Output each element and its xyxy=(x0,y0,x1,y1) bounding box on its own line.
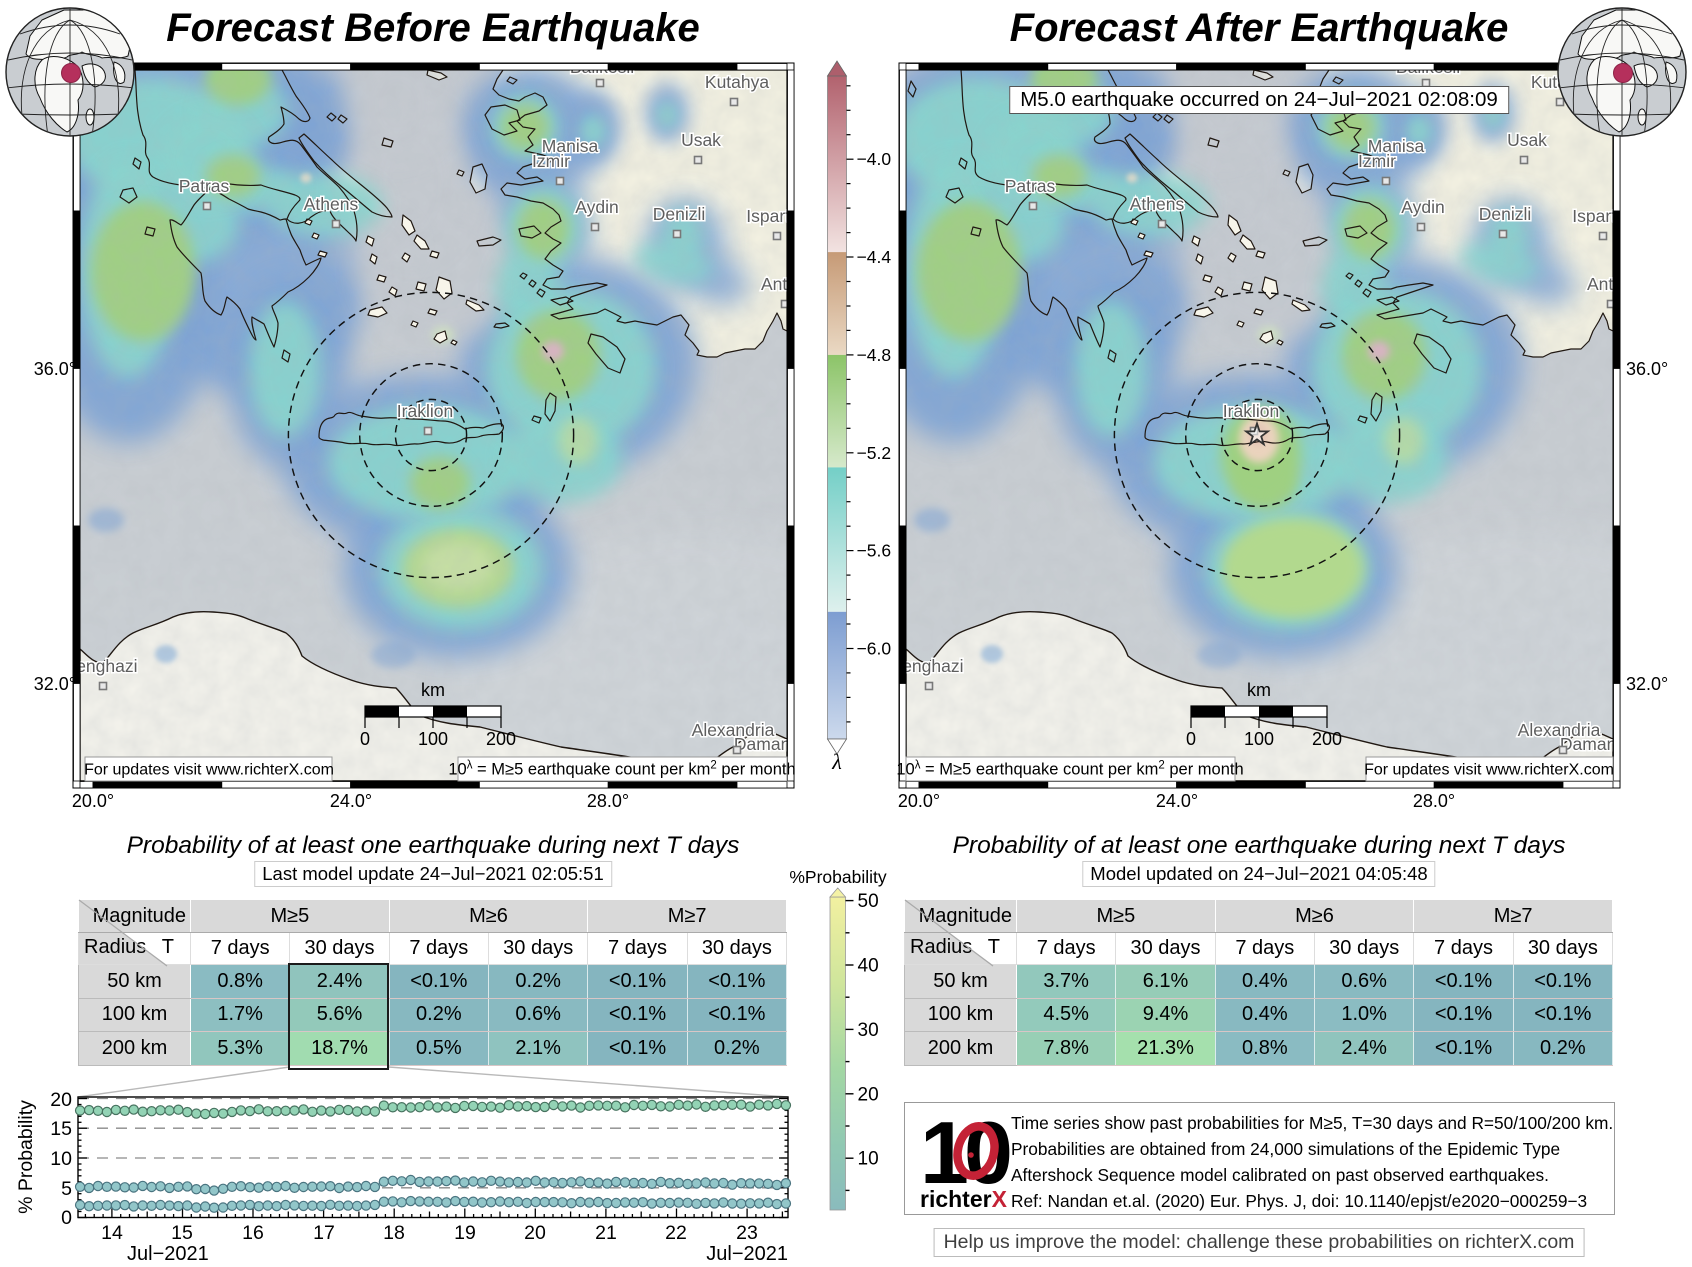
svg-text:% Probability: % Probability xyxy=(15,1100,37,1214)
svg-text:0: 0 xyxy=(61,1207,72,1229)
svg-text:36.0°: 36.0° xyxy=(1626,359,1668,379)
svg-text:32.0°: 32.0° xyxy=(34,674,76,694)
svg-text:richterX: richterX xyxy=(920,1186,1008,1212)
svg-text:36.0°: 36.0° xyxy=(34,359,76,379)
svg-text:14: 14 xyxy=(101,1222,123,1244)
svg-text:30: 30 xyxy=(858,1020,879,1041)
svg-text:5: 5 xyxy=(61,1178,72,1200)
svg-text:Jul−2021: Jul−2021 xyxy=(127,1243,209,1265)
svg-text:−4.8: −4.8 xyxy=(857,345,892,365)
svg-text:−4.0: −4.0 xyxy=(857,149,892,169)
svg-text:20: 20 xyxy=(50,1089,72,1111)
svg-text:10: 10 xyxy=(920,1107,1010,1202)
svg-text:20: 20 xyxy=(858,1084,879,1105)
svg-text:−5.6: −5.6 xyxy=(857,541,892,561)
svg-text:For updates visit www.richterX: For updates visit www.richterX.com xyxy=(1364,762,1614,779)
svg-text:10: 10 xyxy=(858,1149,879,1170)
svg-text:−6.0: −6.0 xyxy=(857,639,892,659)
svg-text:%Probability: %Probability xyxy=(789,867,887,887)
svg-text:10λ = M≥5 earthquake count per: 10λ = M≥5 earthquake count per km2 per m… xyxy=(448,760,795,779)
svg-text:17: 17 xyxy=(313,1222,335,1244)
svg-text:15: 15 xyxy=(50,1118,72,1140)
svg-text:15: 15 xyxy=(171,1222,193,1244)
svg-text:16: 16 xyxy=(242,1222,264,1244)
svg-text:−4.4: −4.4 xyxy=(857,247,892,267)
svg-text:23: 23 xyxy=(736,1222,758,1244)
svg-text:21: 21 xyxy=(595,1222,617,1244)
svg-text:λ: λ xyxy=(831,749,842,774)
svg-text:32.0°: 32.0° xyxy=(1626,674,1668,694)
svg-text:20: 20 xyxy=(524,1222,546,1244)
svg-text:19: 19 xyxy=(454,1222,476,1244)
svg-text:40: 40 xyxy=(858,956,879,977)
svg-text:−5.2: −5.2 xyxy=(857,443,892,463)
svg-text:10: 10 xyxy=(50,1148,72,1170)
svg-text:50: 50 xyxy=(858,891,879,912)
svg-text:Jul−2021: Jul−2021 xyxy=(706,1243,788,1265)
svg-text:For updates visit www.richterX: For updates visit www.richterX.com xyxy=(84,762,334,779)
svg-text:22: 22 xyxy=(665,1222,687,1244)
svg-text:18: 18 xyxy=(383,1222,405,1244)
svg-text:10λ = M≥5 earthquake count per: 10λ = M≥5 earthquake count per km2 per m… xyxy=(896,760,1243,779)
